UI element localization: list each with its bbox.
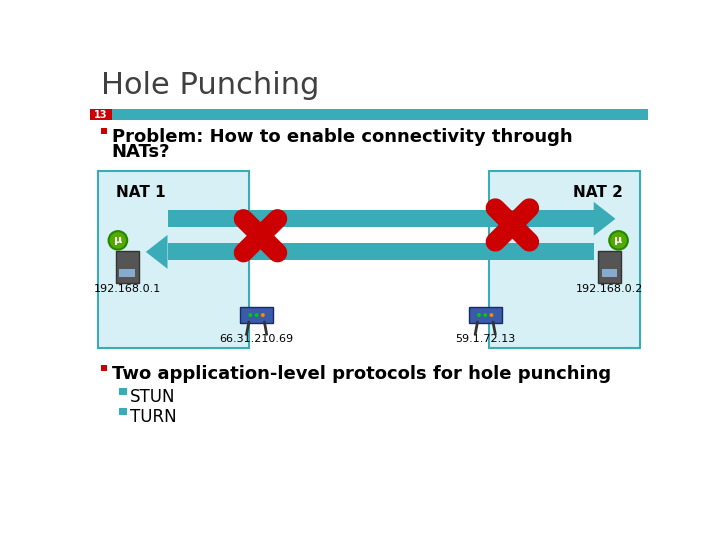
- Circle shape: [483, 313, 487, 317]
- Circle shape: [248, 313, 253, 317]
- Polygon shape: [594, 202, 616, 236]
- Bar: [90, 110, 648, 120]
- FancyBboxPatch shape: [598, 251, 621, 284]
- Bar: [120, 269, 135, 276]
- Bar: [120, 408, 126, 414]
- Circle shape: [109, 231, 127, 249]
- Bar: [98, 171, 249, 348]
- Circle shape: [609, 231, 628, 249]
- Bar: [168, 244, 594, 260]
- Text: TURN: TURN: [130, 408, 177, 426]
- FancyBboxPatch shape: [469, 307, 502, 323]
- FancyBboxPatch shape: [116, 251, 139, 284]
- Circle shape: [490, 313, 493, 317]
- Bar: [601, 269, 617, 276]
- Text: NAT 2: NAT 2: [572, 185, 623, 200]
- Text: Problem: How to enable connectivity through: Problem: How to enable connectivity thro…: [112, 128, 572, 146]
- Bar: [120, 388, 126, 394]
- Circle shape: [255, 313, 258, 317]
- Text: NAT 1: NAT 1: [116, 185, 165, 200]
- Text: 192.168.0.1: 192.168.0.1: [94, 284, 161, 294]
- Text: NATs?: NATs?: [112, 143, 170, 161]
- Text: 13: 13: [94, 110, 107, 120]
- Bar: [90, 110, 112, 120]
- Polygon shape: [145, 235, 168, 269]
- Text: Hole Punching: Hole Punching: [101, 71, 319, 100]
- Text: 59.1.72.13: 59.1.72.13: [455, 334, 516, 345]
- FancyBboxPatch shape: [240, 307, 273, 323]
- Text: STUN: STUN: [130, 388, 176, 406]
- Bar: [489, 171, 640, 348]
- Text: μ: μ: [614, 235, 623, 245]
- Text: Two application-level protocols for hole punching: Two application-level protocols for hole…: [112, 365, 611, 383]
- Text: 192.168.0.2: 192.168.0.2: [575, 284, 643, 294]
- Bar: [101, 128, 107, 134]
- Bar: [168, 210, 594, 227]
- Text: 66.31.210.69: 66.31.210.69: [220, 334, 294, 345]
- Circle shape: [261, 313, 265, 317]
- Circle shape: [477, 313, 481, 317]
- Text: μ: μ: [114, 235, 122, 245]
- Bar: [101, 365, 107, 372]
